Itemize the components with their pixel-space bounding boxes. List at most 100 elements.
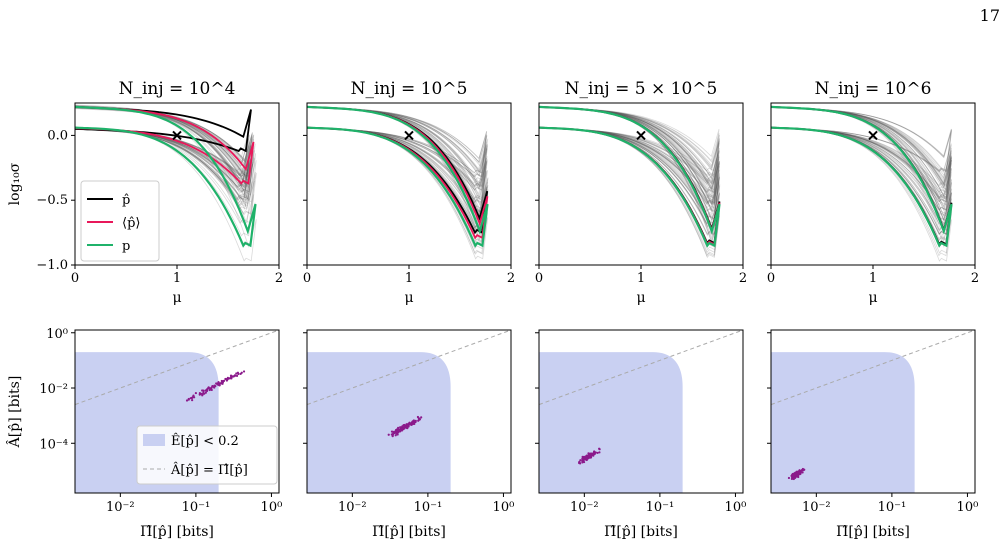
data-point — [226, 376, 229, 379]
data-point — [396, 431, 399, 434]
data-point — [414, 419, 417, 422]
data-point — [587, 454, 590, 457]
data-point — [791, 475, 794, 478]
x-tick-label: 1 — [637, 271, 645, 286]
data-point — [225, 379, 228, 382]
data-point — [598, 451, 601, 454]
x-axis-label: μ — [404, 290, 413, 306]
legend-box — [80, 180, 160, 262]
data-point — [579, 459, 582, 462]
data-point — [397, 429, 400, 433]
data-point — [198, 392, 201, 395]
data-point — [407, 422, 410, 425]
data-point — [592, 452, 596, 455]
x-tick-label: 2 — [739, 271, 747, 286]
x-tick-label: 1 — [405, 271, 413, 286]
legend-label: Â[p̂] = Π̂[p̂] — [170, 462, 248, 478]
data-point — [420, 416, 423, 419]
data-point — [394, 434, 397, 437]
x-tick-label: 10⁻¹ — [878, 500, 907, 515]
region-fill — [771, 352, 915, 493]
data-point — [211, 385, 214, 388]
data-point — [403, 423, 406, 427]
data-point — [218, 384, 221, 387]
data-point — [191, 399, 194, 402]
top-panel-4: 0 1 2 N_inj = 10^6 μ — [767, 79, 979, 306]
bottom-panel-3: 10⁻² 10⁻¹ 10⁰ Π̂[p̂] [bits] — [535, 329, 747, 540]
y-tick-label: −1.0 — [36, 258, 68, 273]
data-point — [801, 471, 804, 474]
x-axis-label: Π̂[p̂] [bits] — [604, 524, 678, 540]
sample-curve — [307, 106, 487, 174]
bottom-panel-2: 10⁻² 10⁻¹ 10⁰ Π̂[p̂] [bits] — [303, 329, 514, 540]
data-point — [242, 370, 246, 373]
y-axis-label: log₁₀σ — [7, 162, 23, 205]
data-point — [411, 420, 414, 423]
x-tick-label: 10⁻¹ — [414, 500, 443, 515]
x-tick-label: 2 — [507, 271, 515, 286]
data-point — [220, 379, 223, 383]
x-tick-label: 10⁻¹ — [646, 500, 675, 515]
x-tick-label: 2 — [971, 271, 979, 286]
x-tick-label: 10⁰ — [725, 500, 747, 515]
legend-label: ⟨p̂⟩ — [122, 216, 140, 231]
plot-frame — [74, 329, 280, 494]
data-point — [205, 389, 209, 392]
data-point — [793, 473, 796, 476]
sample-curve — [539, 106, 720, 172]
x-tick-label: 1 — [173, 271, 181, 286]
x-axis-label: μ — [868, 290, 877, 306]
data-point — [598, 448, 601, 451]
data-point — [189, 397, 192, 400]
panel-title: N_inj = 5 × 10^5 — [565, 79, 718, 99]
data-point — [578, 461, 581, 465]
x-axis-label: Π̂[p̂] [bits] — [372, 524, 446, 540]
y-tick-label: 0.0 — [47, 128, 68, 143]
data-point — [194, 391, 197, 395]
x-tick-label: 10⁻¹ — [182, 500, 211, 515]
data-point — [399, 428, 402, 431]
legend-swatch — [143, 434, 165, 446]
x-tick-label: 10⁰ — [261, 500, 283, 515]
series-3-line — [75, 105, 257, 248]
series-3-line — [539, 105, 721, 248]
data-point — [215, 382, 218, 385]
legend-label: p̂ — [122, 193, 130, 208]
data-point — [210, 388, 213, 392]
top-panel-1: 0 1 2 0.0 −0.5 −1.0 N_inj = 10^4 μ log₁₀σ p̂ ⟨p̂⟩ p — [7, 79, 283, 306]
diagonal-line — [307, 330, 511, 406]
legend: Ê[p̂] < 0.2 Â[p̂] = Π̂[p̂] — [136, 425, 278, 485]
bottom-panel-4: 10⁻² 10⁻¹ 10⁰ Π̂[p̂] [bits] — [767, 329, 979, 540]
x-tick-label: 10⁰ — [957, 500, 979, 515]
data-point — [213, 384, 216, 387]
data-point — [399, 426, 402, 429]
data-point — [192, 394, 195, 397]
series-3-line — [307, 105, 489, 248]
data-point — [236, 371, 240, 374]
plot-frame — [538, 329, 744, 494]
x-tick-label: 0 — [303, 271, 311, 286]
data-point — [798, 471, 801, 474]
plot-frame — [770, 329, 976, 494]
data-point — [203, 392, 206, 395]
data-point — [185, 399, 189, 402]
x-axis-label: μ — [172, 290, 181, 306]
sample-curve — [771, 106, 952, 217]
data-point — [201, 389, 204, 392]
data-point — [233, 374, 237, 377]
data-point — [412, 422, 415, 426]
data-point — [794, 476, 797, 479]
y-tick-label: −0.5 — [36, 193, 68, 208]
x-axis-label: Π̂[p̂] [bits] — [140, 524, 214, 540]
diagonal-line — [539, 330, 743, 406]
diagonal-line — [771, 330, 975, 406]
data-point — [222, 379, 226, 382]
data-point — [401, 425, 404, 428]
data-point — [201, 394, 204, 397]
legend-label: p — [122, 239, 130, 254]
data-point — [187, 397, 190, 401]
top-panel-2: 0 1 2 N_inj = 10^5 μ — [303, 79, 515, 306]
data-point — [228, 377, 232, 380]
x-axis-label: μ — [636, 290, 645, 306]
truth-marker — [636, 130, 646, 141]
